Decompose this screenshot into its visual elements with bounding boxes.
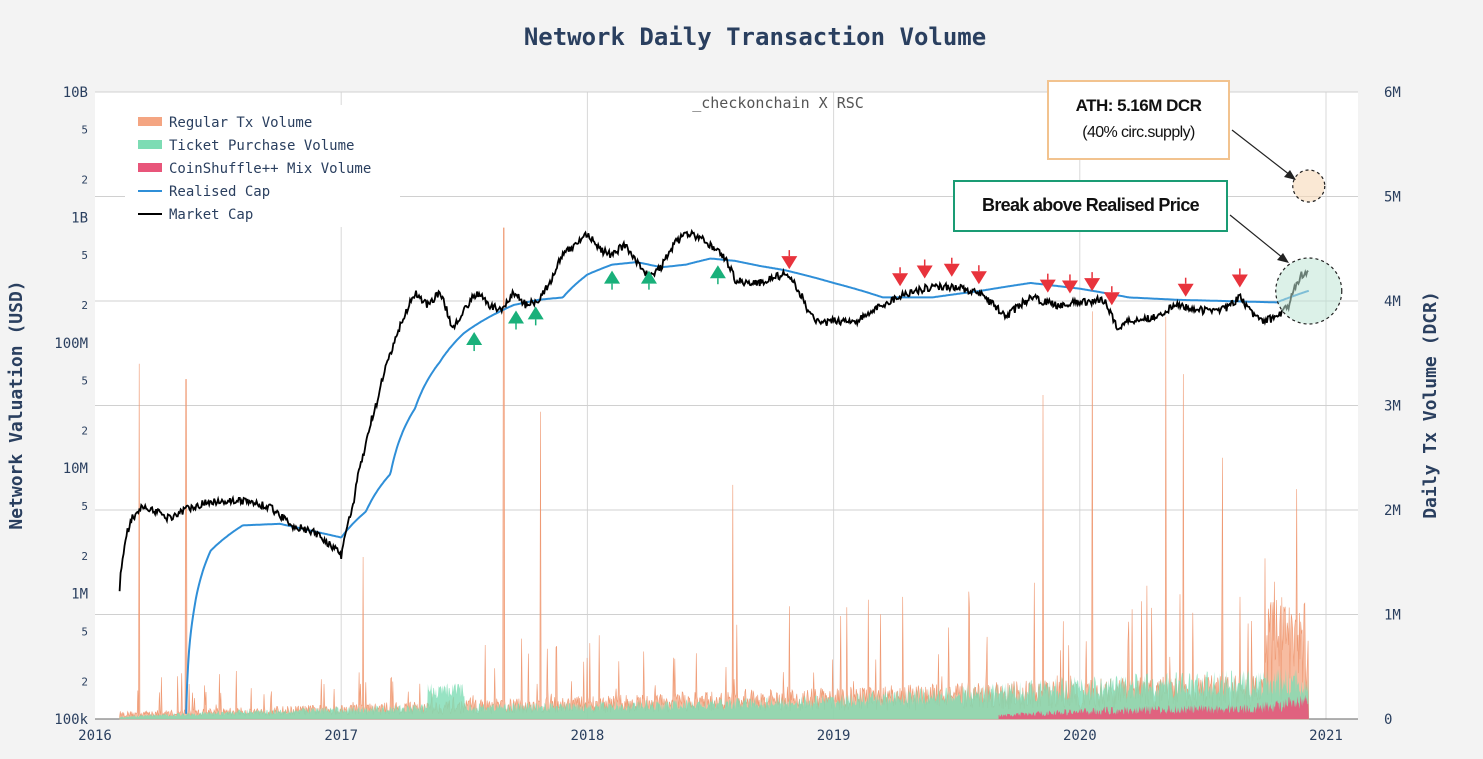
- sell-signal-down-marker: [916, 265, 933, 279]
- sell-signal-down-marker: [943, 263, 960, 277]
- y-left-major-tick-label: 100k: [54, 712, 88, 728]
- y-right-tick-label: 1M: [1384, 608, 1401, 624]
- buy-signal-up-marker: [604, 270, 621, 284]
- y-left-minor-tick-label: 2: [81, 174, 88, 187]
- y-right-tick-label: 5M: [1384, 190, 1401, 206]
- buy-signal-up-marker: [640, 270, 657, 284]
- break-arrowhead: [1277, 253, 1289, 263]
- y-left-major-tick-label: 10B: [63, 85, 88, 101]
- sell-signal-down-marker: [1061, 280, 1078, 294]
- buy-signal-up-marker: [527, 306, 544, 320]
- sell-signal-down-marker: [1231, 274, 1248, 288]
- sell-signal-down-marker: [1039, 279, 1056, 293]
- watermark: _checkonchain X RSC: [692, 94, 864, 112]
- y-left-major-tick-label: 10M: [63, 461, 88, 477]
- legend-item-label: Market Cap: [169, 207, 253, 223]
- legend-swatch: [138, 140, 162, 149]
- legend-item-label: Ticket Purchase Volume: [169, 138, 354, 154]
- y-axis-left: 100k 2 5 1M 2 5 10M 2 5 100M 2 5 1B 2 5 10B: [54, 85, 88, 728]
- ath-highlight-circle: [1292, 169, 1326, 203]
- y-left-minor-tick-label: 2: [81, 675, 88, 688]
- buy-signal-up-marker: [508, 310, 525, 324]
- x-axis: 2016 2017 2018 2019 2020 2021: [78, 728, 1343, 744]
- y-left-major-tick-label: 1B: [71, 210, 88, 226]
- ath-annotation: ATH: 5.16M DCR (40% circ.supply): [1047, 80, 1230, 160]
- x-tick-label: 2019: [817, 728, 851, 744]
- y-left-minor-tick-label: 5: [81, 375, 88, 388]
- buy-signal-up-marker: [466, 332, 483, 346]
- annotation-callouts: [1229, 129, 1343, 325]
- break-highlight-circle: [1275, 257, 1343, 325]
- y-right-tick-label: 2M: [1384, 503, 1401, 519]
- cap-lines: [118, 228, 1310, 714]
- break-annotation: Break above Realised Price: [953, 180, 1228, 232]
- break-annotation-title: Break above Realised Price: [982, 195, 1200, 215]
- legend-item-label: CoinShuffle++ Mix Volume: [169, 161, 371, 177]
- title-band: [0, 0, 1483, 70]
- y-axis-right: 0 1M 2M 3M 4M 5M 6M: [1384, 85, 1401, 728]
- y-right-tick-label: 4M: [1384, 294, 1401, 310]
- sell-signal-down-marker: [970, 271, 987, 285]
- coinshuffle-mix-volume-area: [998, 694, 1309, 719]
- chart-title: Network Daily Transaction Volume: [524, 23, 986, 51]
- y-axis-right-title: Daily Tx Volume (DCR): [1420, 291, 1441, 519]
- y-right-tick-label: 6M: [1384, 85, 1401, 101]
- ath-arrow: [1231, 129, 1291, 176]
- ath-annotation-title: ATH: 5.16M DCR: [1075, 96, 1202, 115]
- x-tick-label: 2017: [324, 728, 358, 744]
- legend: Regular Tx Volume Ticket Purchase Volume C…: [125, 105, 400, 227]
- ticket-purchase-volume-area: [119, 668, 1309, 719]
- x-tick-label: 2018: [571, 728, 605, 744]
- y-right-tick-label: 3M: [1384, 399, 1401, 415]
- market-cap-line: [118, 228, 1309, 592]
- ath-annotation-subtitle: (40% circ.supply): [1082, 124, 1195, 141]
- break-arrow: [1229, 214, 1284, 259]
- y-axis-left-title: Network Valuation (USD): [6, 280, 27, 529]
- y-left-minor-tick-label: 5: [81, 500, 88, 513]
- volume-areas: [119, 227, 1310, 720]
- y-left-major-tick-label: 1M: [71, 587, 88, 603]
- ath-arrowhead: [1284, 170, 1296, 180]
- realised-cap-line: [185, 257, 1310, 714]
- y-right-tick-label: 0: [1384, 712, 1392, 728]
- y-left-minor-tick-label: 5: [81, 124, 88, 137]
- legend-item-label: Realised Cap: [169, 184, 270, 200]
- x-tick-label: 2021: [1309, 728, 1343, 744]
- y-left-major-tick-label: 100M: [54, 336, 88, 352]
- legend-background: [125, 105, 400, 227]
- sell-signal-down-marker: [1084, 278, 1101, 292]
- x-tick-label: 2020: [1063, 728, 1097, 744]
- y-left-minor-tick-label: 5: [81, 249, 88, 262]
- y-left-minor-tick-label: 2: [81, 550, 88, 563]
- legend-swatch: [138, 163, 162, 172]
- legend-item-label: Regular Tx Volume: [169, 115, 312, 131]
- y-left-minor-tick-label: 5: [81, 625, 88, 638]
- y-left-minor-tick-label: 2: [81, 424, 88, 437]
- sell-signal-down-marker: [1177, 283, 1194, 297]
- sell-signal-down-marker: [1103, 292, 1120, 306]
- x-tick-label: 2016: [78, 728, 112, 744]
- legend-swatch: [138, 117, 162, 126]
- signal-markers: [466, 250, 1248, 352]
- buy-signal-up-marker: [709, 265, 726, 279]
- y-left-minor-tick-label: 2: [81, 299, 88, 312]
- sell-signal-down-marker: [892, 273, 909, 287]
- sell-signal-down-marker: [781, 256, 798, 270]
